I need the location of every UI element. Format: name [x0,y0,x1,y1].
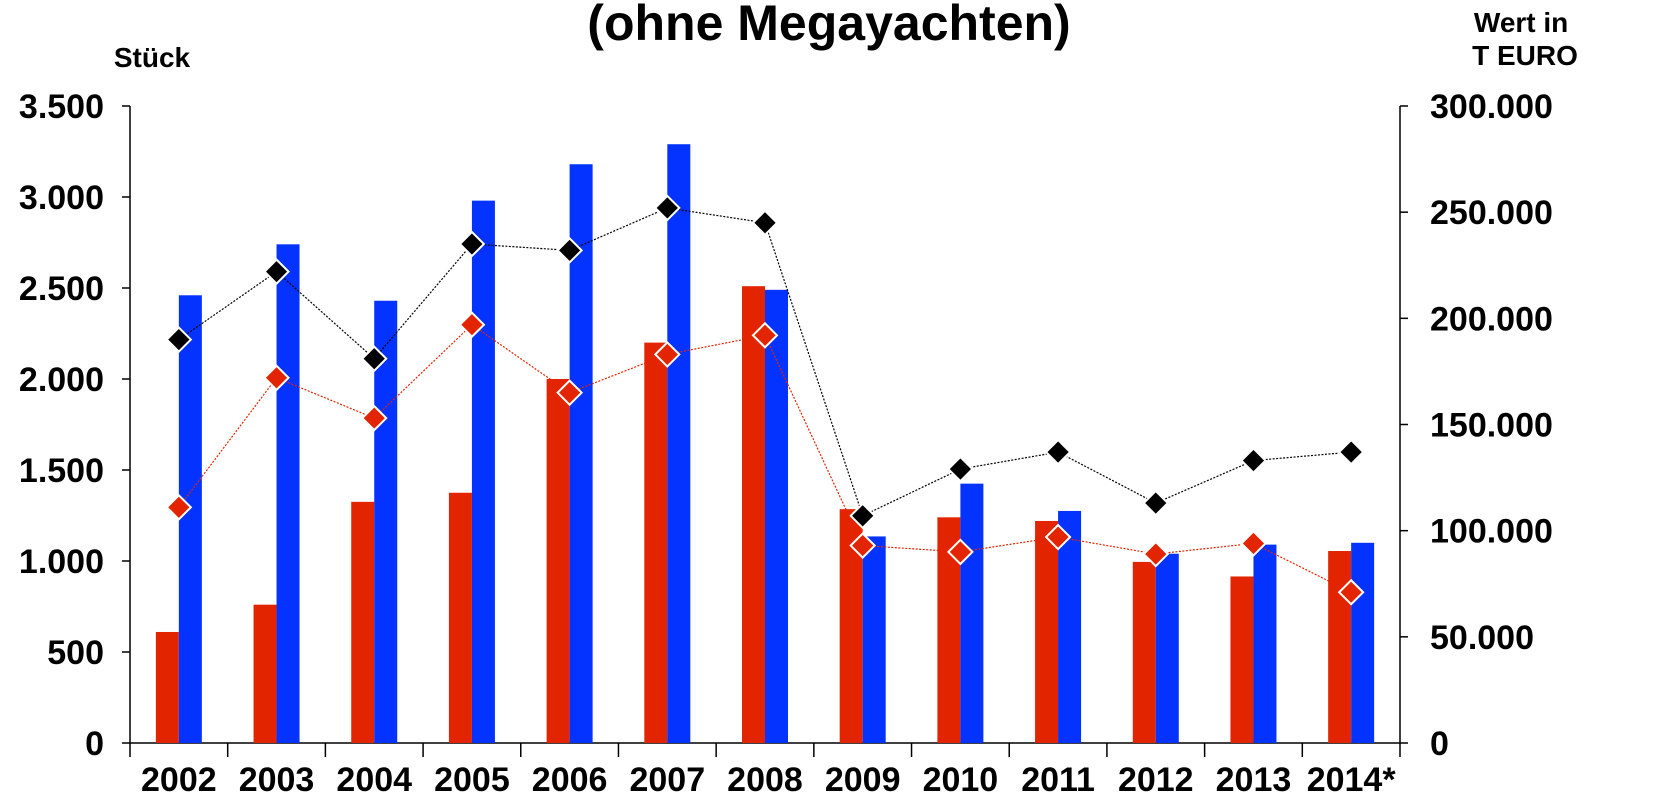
bar-red [1035,520,1059,743]
right-tick-label: 150.000 [1430,407,1553,445]
marker-diamond-black [653,194,681,222]
left-tick-label: 2.500 [19,270,104,308]
right-axis-unit-line-1: Wert in [1474,7,1568,38]
marker-diamond-black [1240,447,1267,475]
bar-red [351,501,375,743]
x-tick-label: 2003 [239,761,315,799]
bar-blue [569,164,593,744]
x-tick-label: 2011 [1021,761,1095,799]
bar-blue [1351,542,1375,743]
x-tick-label: 2009 [825,761,901,799]
left-tick-label: 3.500 [19,88,104,126]
right-tick-label: 200.000 [1430,300,1553,338]
chart-title: (ohne Megayachten) [587,0,1070,51]
x-tick-label: 2013 [1216,761,1292,799]
marker-diamond-black [458,230,486,258]
marker-diamond-red [1337,578,1365,606]
bar-red [1132,561,1156,743]
marker-diamond-black [1337,438,1365,466]
bar-blue [1058,510,1082,743]
marker-diamond-red [1142,540,1170,568]
marker-diamond-red [849,532,877,559]
bar-red [448,492,472,743]
left-tick-label: 3.000 [19,179,104,217]
marker-diamond-red [1044,523,1072,551]
marker-diamond-black [849,502,877,530]
x-tick-label: 2004 [336,761,412,799]
marker-diamond-red [751,321,779,349]
right-tick-label: 50.000 [1430,619,1534,657]
right-tick-label: 300.000 [1430,88,1553,126]
marker-diamond-black [1142,489,1170,517]
bar-red [253,604,277,743]
lines-group [165,194,1365,606]
bar-blue [960,483,984,743]
left-tick-label: 1.500 [19,452,104,490]
bar-red [937,517,961,743]
ticks-group: 0 500 1.000 1.500 2.000 2.500 3.000 3.500 0 50.00… [19,88,1553,799]
bar-red [742,286,765,743]
marker-diamond-red [653,341,681,368]
x-tick-label: 2002 [141,761,217,799]
x-tick-label: 2007 [629,761,705,799]
right-tick-label: 0 [1430,725,1449,763]
bar-blue [862,536,886,743]
bar-blue [178,295,202,743]
left-tick-label: 2.000 [19,361,104,399]
marker-diamond-black [751,209,779,237]
right-tick-label: 250.000 [1430,194,1553,232]
left-tick-label: 0 [85,725,104,763]
bar-red [644,342,668,743]
marker-diamond-black [360,345,388,373]
marker-diamond-red [1240,529,1267,557]
marker-diamond-black [556,236,584,264]
bar-blue [471,200,495,743]
marker-diamond-black [946,455,974,483]
right-axis-unit-line-2: T EURO [1472,40,1578,71]
left-tick-label: 500 [47,634,104,672]
marker-diamond-black [165,326,193,353]
marker-diamond-red [263,364,290,392]
bar-red [1230,576,1254,743]
marker-diamond-red [165,493,193,521]
marker-diamond-black [263,258,290,286]
bar-blue [667,144,691,744]
x-tick-label: 2008 [727,761,803,799]
x-tick-label: 2014* [1307,761,1397,799]
x-tick-label: 2012 [1118,761,1194,799]
marker-diamond-red [458,311,486,339]
x-tick-label: 2006 [532,761,608,799]
x-tick-label: 2005 [434,761,510,799]
x-tick-label: 2010 [923,761,999,799]
marker-diamond-red [946,538,974,566]
bar-red [839,509,863,743]
marker-diamond-black [1044,438,1072,466]
bar-blue [1155,553,1179,743]
bar-red [546,379,570,743]
bar-blue [765,289,788,743]
bar-red [1328,550,1352,743]
bar-red [155,631,179,743]
marker-diamond-red [360,404,388,432]
bar-blue [1253,544,1277,743]
right-axis-unit-label: Wert in T EURO [1472,7,1578,71]
left-tick-label: 1.000 [19,543,104,581]
right-tick-label: 100.000 [1430,513,1553,551]
bar-blue [276,244,300,743]
marker-diamond-red [556,379,584,407]
left-axis-unit-label: Stück [114,42,191,73]
